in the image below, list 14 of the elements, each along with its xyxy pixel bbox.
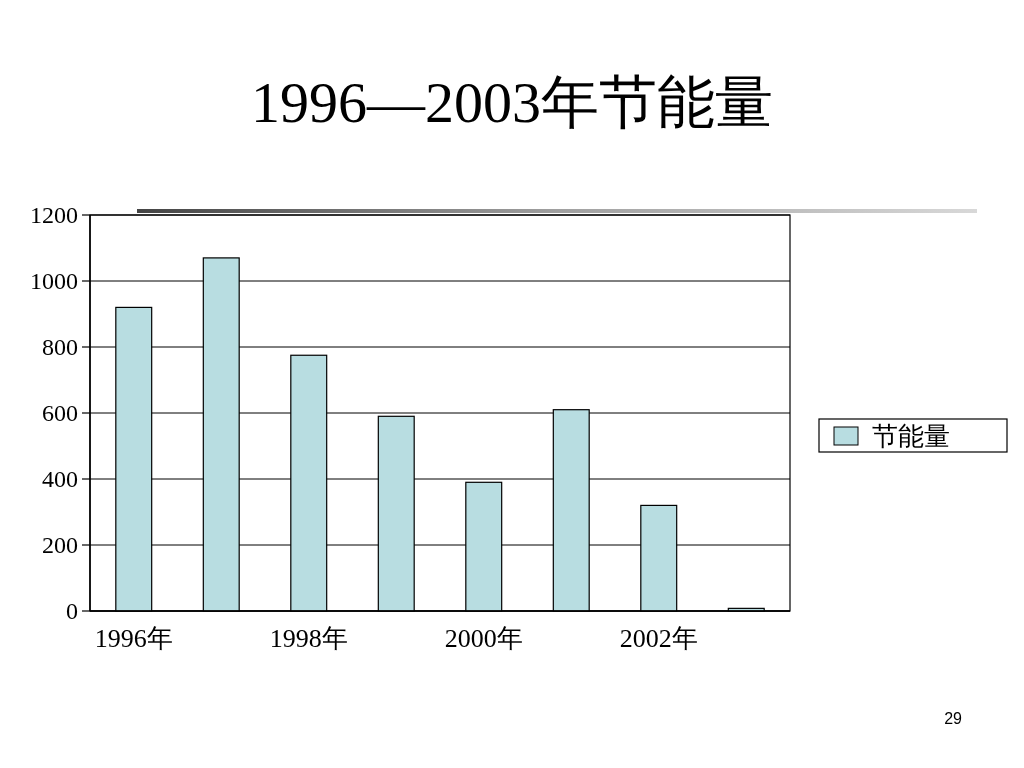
x-tick-label: 1996年 [94,624,173,653]
text: 29 [944,710,963,727]
y-tick-label: 600 [42,400,78,427]
y-tick-label: 1200 [30,202,78,229]
y-tick-label: 800 [42,334,78,361]
x-tick-label: 1998年 [269,624,348,653]
legend-label: 节能量 [872,421,950,452]
x-tick-label: 2000年 [444,624,523,653]
chart-title: 1996—2003年节能量 [251,70,773,135]
y-tick-label: 400 [42,466,78,493]
x-tick-label: 2002年 [619,624,698,653]
y-tick-label: 200 [42,532,78,559]
y-tick-label: 0 [66,598,78,625]
y-tick-label: 1000 [30,268,78,295]
